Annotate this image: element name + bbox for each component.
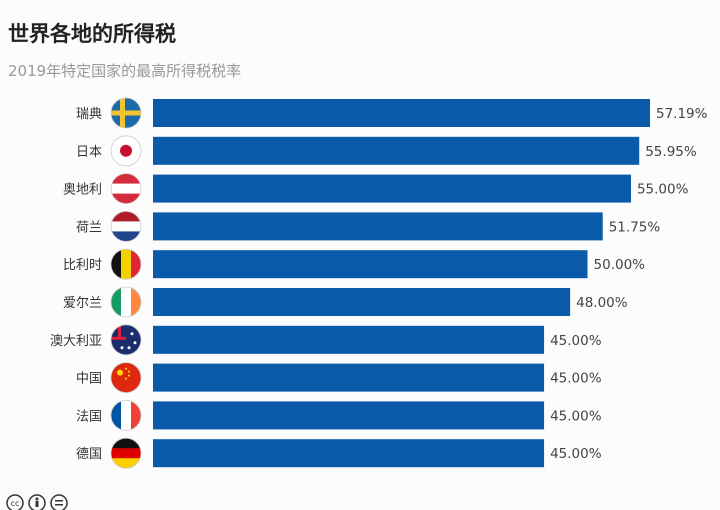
data-label: 45.00% [550,408,602,424]
sweden-flag-icon [111,98,141,128]
flag-outline [110,324,142,356]
ireland-flag-icon [111,287,141,317]
data-label: 45.00% [550,371,602,387]
france-flag-icon [111,400,141,431]
category-label: 奥地利 [63,183,102,198]
category-label: 瑞典 [76,107,102,122]
data-label: 55.95% [645,144,697,160]
category-label: 中国 [76,372,102,387]
category-label: 澳大利亚 [50,333,102,349]
category-label: 日本 [76,145,102,160]
germany-flag-icon [111,438,141,469]
austria-flag-icon [111,173,141,204]
category-label: 荷兰 [76,220,102,235]
netherlands-flag-icon [111,211,141,242]
bar [153,99,650,127]
data-label: 45.00% [550,446,602,462]
data-label: 45.00% [550,333,602,349]
japan-flag-icon [111,135,141,166]
belgium-flag-icon [111,249,141,280]
data-label: 55.00% [637,182,689,198]
flag-outline [110,97,142,129]
flag-outline [110,135,142,167]
category-label: 比利时 [63,258,102,273]
australia-flag-icon [111,324,141,355]
bar [153,363,545,392]
bar [153,250,588,279]
chart-subtitle: 2019年特定国家的最高所得税税率 [8,62,242,80]
data-label: 50.00% [594,257,646,273]
bar [153,401,545,430]
bar [153,136,640,165]
flag-outline [110,248,142,280]
flag-outline [110,437,142,469]
category-label: 法国 [76,409,102,424]
data-label: 51.75% [609,219,661,235]
flag-outline [110,210,142,242]
bar [153,288,571,316]
flag-outline [110,399,142,431]
nd-icon [50,494,68,510]
bar-chart: 瑞典 57.19% 日本 55.95% 奥地利 55.00% 荷兰 51.75% 比利时 50.0… [50,97,708,469]
category-label: 德国 [76,447,102,462]
flag-outline [110,362,142,394]
data-label: 57.19% [656,106,708,122]
bar [153,325,545,354]
svg-text:cc: cc [11,499,20,508]
bar [153,439,545,468]
category-label: 爱尔兰 [63,296,102,311]
china-flag-icon [111,362,141,393]
license-icons: cc [6,494,68,510]
bar [153,174,631,203]
bar [153,212,603,241]
by-icon [28,494,46,510]
cc-icon: cc [6,494,24,510]
chart-title: 世界各地的所得税 [8,22,176,46]
flag-outline [110,173,142,205]
data-label: 48.00% [576,295,628,311]
flag-outline [110,286,142,318]
